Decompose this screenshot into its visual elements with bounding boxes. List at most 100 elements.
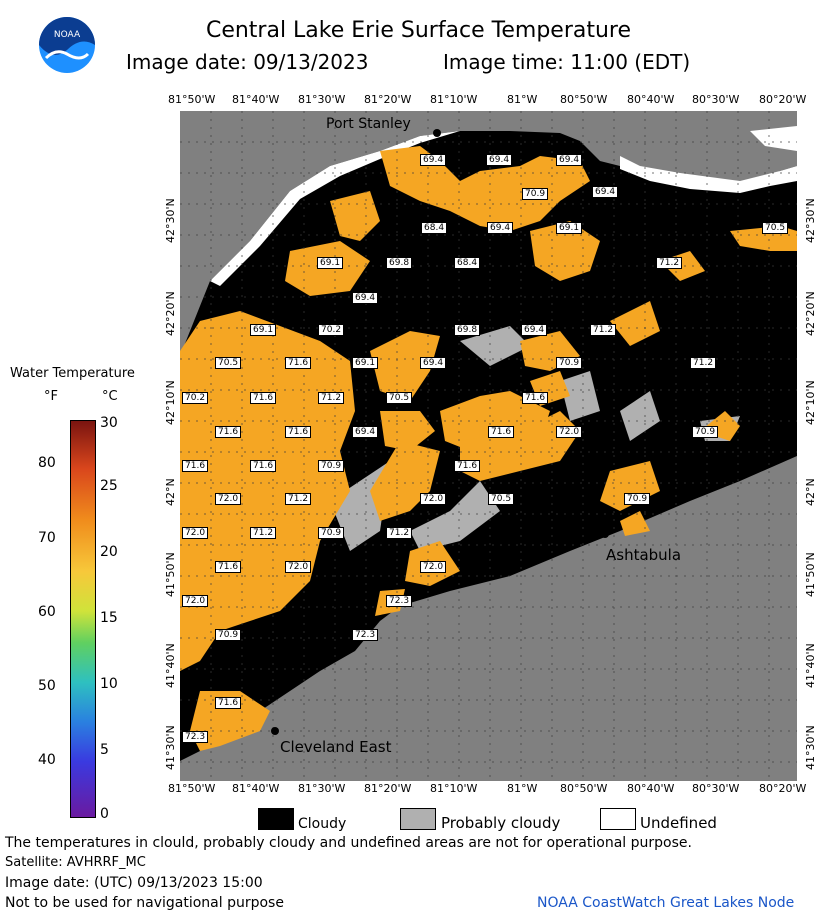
temperature-label: 71.2	[690, 357, 717, 369]
temperature-label: 69.4	[420, 357, 447, 369]
ashtabula-marker	[601, 530, 609, 538]
temperature-label: 70.9	[556, 357, 583, 369]
cleveland-east-marker	[271, 727, 279, 735]
fahrenheit-tick: 80	[38, 455, 56, 471]
scale-unit-f: °F	[44, 389, 58, 404]
temperature-label: 72.0	[285, 561, 312, 573]
temperature-label: 70.2	[182, 392, 209, 404]
temperature-label: 71.6	[215, 697, 242, 709]
temperature-label: 72.0	[182, 595, 209, 607]
temperature-label: 71.2	[285, 493, 312, 505]
right-latitude-label: 42°30'N	[804, 198, 817, 243]
satellite-text: Satellite: AVHRRF_MC	[5, 855, 146, 870]
image-date-label: Image date: 09/13/2023	[126, 50, 369, 74]
utc-date-text: Image date: (UTC) 09/13/2023 15:00	[5, 875, 263, 891]
celsius-tick: 30	[100, 415, 118, 431]
bottom-longitude-label: 81°20'W	[364, 782, 412, 795]
temperature-label: 72.0	[420, 561, 447, 573]
temperature-label: 72.0	[215, 493, 242, 505]
navigation-warning: Not to be used for navigational purpose	[5, 895, 284, 911]
temperature-label: 70.5	[215, 357, 242, 369]
temperature-label: 68.4	[421, 222, 448, 234]
legend-cloudy-label: Cloudy	[298, 816, 347, 832]
top-longitude-label: 80°50'W	[560, 93, 608, 106]
scale-title: Water Temperature	[10, 366, 135, 381]
temperature-label: 69.8	[454, 324, 481, 336]
temperature-label: 69.1	[317, 257, 344, 269]
left-latitude-label: 42°30'N	[164, 198, 177, 243]
temperature-label: 69.4	[592, 186, 619, 198]
fahrenheit-tick: 50	[38, 678, 56, 694]
temperature-label: 70.9	[522, 188, 549, 200]
temperature-label: 69.4	[352, 426, 379, 438]
top-longitude-label: 81°40'W	[232, 93, 280, 106]
left-latitude-label: 41°40'N	[164, 643, 177, 688]
left-latitude-label: 42°N	[164, 478, 177, 506]
temperature-label: 70.9	[692, 426, 719, 438]
celsius-tick: 5	[100, 742, 109, 758]
left-latitude-label: 41°50'N	[164, 552, 177, 597]
fahrenheit-tick: 70	[38, 530, 56, 546]
top-longitude-label: 80°20'W	[759, 93, 807, 106]
celsius-tick: 25	[100, 478, 118, 494]
noaa-logo: NOAA	[36, 14, 98, 76]
noaa-logo-text: NOAA	[54, 30, 81, 40]
temperature-label: 71.6	[250, 392, 277, 404]
temperature-label: 69.4	[556, 154, 583, 166]
place-cleveland-east: Cleveland East	[280, 738, 392, 756]
temperature-label: 69.1	[250, 324, 277, 336]
temperature-label: 71.6	[285, 426, 312, 438]
place-port-stanley: Port Stanley	[326, 116, 411, 132]
port-stanley-marker	[433, 129, 441, 137]
celsius-tick: 0	[100, 806, 109, 822]
legend-probably-cloudy-swatch	[400, 808, 436, 830]
right-latitude-label: 41°30'N	[804, 725, 817, 770]
place-ashtabula: Ashtabula	[606, 546, 682, 564]
temperature-label: 70.5	[386, 392, 413, 404]
top-longitude-label: 81°30'W	[298, 93, 346, 106]
temperature-label: 70.9	[624, 493, 651, 505]
image-time-label: Image time: 11:00 (EDT)	[443, 50, 691, 74]
temperature-label: 71.6	[488, 426, 515, 438]
celsius-tick: 10	[100, 676, 118, 692]
bottom-longitude-label: 80°40'W	[627, 782, 675, 795]
temperature-map[interactable]	[180, 111, 797, 781]
right-latitude-label: 42°20'N	[804, 291, 817, 336]
temperature-label: 71.6	[250, 460, 277, 472]
temperature-label: 72.3	[352, 629, 379, 641]
temperature-label: 72.3	[182, 731, 209, 743]
top-longitude-label: 81°50'W	[168, 93, 216, 106]
celsius-tick: 20	[100, 544, 118, 560]
bottom-longitude-label: 80°20'W	[759, 782, 807, 795]
temperature-label: 72.0	[556, 426, 583, 438]
bottom-longitude-label: 81°30'W	[298, 782, 346, 795]
temperature-label: 71.2	[250, 527, 277, 539]
top-longitude-label: 80°40'W	[627, 93, 675, 106]
fahrenheit-tick: 40	[38, 752, 56, 768]
temperature-label: 71.6	[522, 392, 549, 404]
bottom-longitude-label: 80°50'W	[560, 782, 608, 795]
temperature-label: 72.3	[386, 595, 413, 607]
temperature-label: 70.5	[762, 222, 789, 234]
fahrenheit-tick: 60	[38, 604, 56, 620]
page-title: Central Lake Erie Surface Temperature	[205, 18, 632, 43]
scale-unit-c: °C	[102, 389, 118, 404]
right-latitude-label: 41°40'N	[804, 643, 817, 688]
top-longitude-label: 80°30'W	[692, 93, 740, 106]
temperature-label: 71.6	[182, 460, 209, 472]
bottom-longitude-label: 80°30'W	[692, 782, 740, 795]
temperature-label: 71.2	[656, 257, 683, 269]
temperature-colorbar	[70, 420, 96, 818]
temperature-label: 69.1	[352, 357, 379, 369]
legend-undefined-swatch	[600, 808, 636, 830]
bottom-longitude-label: 81°50'W	[168, 782, 216, 795]
bottom-longitude-label: 81°40'W	[232, 782, 280, 795]
temperature-label: 70.2	[318, 324, 345, 336]
top-longitude-label: 81°W	[507, 93, 538, 106]
legend-probably-cloudy-label: Probably cloudy	[441, 814, 561, 832]
temperature-label: 71.6	[215, 561, 242, 573]
temperature-label: 70.9	[215, 629, 242, 641]
credit-text[interactable]: NOAA CoastWatch Great Lakes Node	[537, 895, 795, 911]
temperature-label: 69.1	[556, 222, 583, 234]
right-latitude-label: 41°50'N	[804, 552, 817, 597]
